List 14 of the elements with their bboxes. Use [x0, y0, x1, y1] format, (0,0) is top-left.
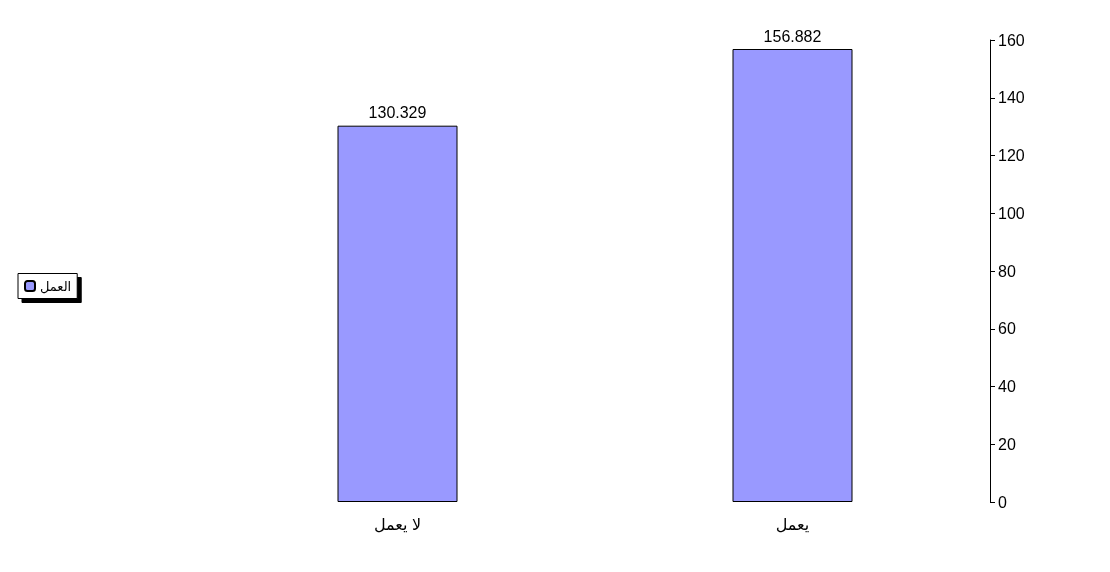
y-tick-label: 120: [998, 147, 1025, 164]
legend-label: العمل: [40, 278, 72, 294]
y-tick-label: 80: [998, 262, 1016, 280]
y-tick-label: 140: [998, 89, 1025, 107]
data-label: 130.329: [368, 104, 427, 122]
x-tick-label: يعمل: [775, 515, 810, 533]
y-tick-label: 100: [998, 204, 1025, 222]
y-tick-label: 40: [998, 378, 1016, 395]
y-tick-label: 0: [998, 493, 1007, 511]
y-tick-label: 60: [998, 320, 1016, 338]
x-tick-label: لا يعمل: [373, 515, 422, 533]
y-tick-label: 160: [998, 31, 1025, 49]
data-label: 156.882: [763, 27, 822, 45]
y-tick-label: 20: [998, 435, 1016, 453]
